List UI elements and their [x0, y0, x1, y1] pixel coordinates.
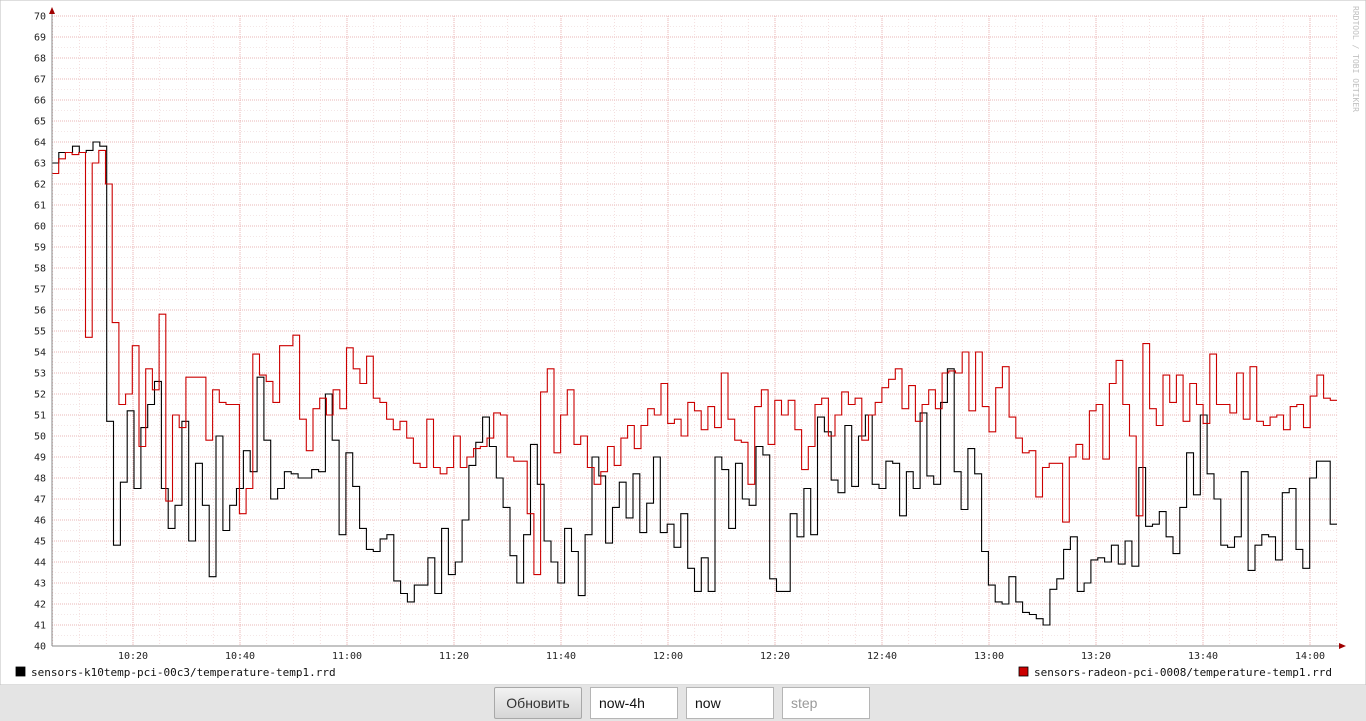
y-axis-arrow — [49, 7, 55, 14]
x-tick-label: 10:20 — [118, 651, 148, 662]
x-axis-arrow — [1339, 643, 1346, 649]
y-tick-label: 59 — [34, 243, 46, 254]
y-tick-label: 51 — [34, 411, 46, 422]
x-tick-label: 11:40 — [546, 651, 576, 662]
y-tick-label: 64 — [34, 138, 46, 149]
y-tick-label: 49 — [34, 453, 46, 464]
x-tick-label: 12:40 — [867, 651, 897, 662]
legend-label: sensors-radeon-pci-0008/temperature-temp… — [1034, 666, 1332, 679]
x-tick-label: 10:40 — [225, 651, 255, 662]
y-tick-label: 69 — [34, 33, 46, 44]
y-tick-label: 56 — [34, 306, 46, 317]
y-tick-label: 60 — [34, 222, 46, 233]
y-tick-label: 63 — [34, 159, 46, 170]
series-line-radeon — [52, 149, 1337, 576]
y-tick-label: 68 — [34, 54, 46, 65]
y-tick-label: 70 — [34, 12, 46, 23]
y-tick-label: 46 — [34, 516, 46, 527]
x-tick-label: 12:00 — [653, 651, 683, 662]
x-tick-label: 11:20 — [439, 651, 469, 662]
y-tick-label: 47 — [34, 495, 46, 506]
y-tick-label: 54 — [34, 348, 46, 359]
x-tick-label: 13:20 — [1081, 651, 1111, 662]
step-input[interactable] — [782, 687, 870, 719]
x-tick-label: 12:20 — [760, 651, 790, 662]
y-tick-label: 43 — [34, 579, 46, 590]
end-time-input[interactable] — [686, 687, 774, 719]
legend-swatch — [1018, 666, 1029, 677]
x-tick-label: 13:00 — [974, 651, 1004, 662]
y-tick-label: 62 — [34, 180, 46, 191]
graph-panel: 40 41 42 43 44 45 46 47 48 49 50 51 52 53 54 55 56 57 58 59… — [0, 0, 1366, 685]
temperature-chart: 40 41 42 43 44 45 46 47 48 49 50 51 52 53 54 55 56 57 58 59… — [0, 0, 1366, 685]
x-tick-label: 11:00 — [332, 651, 362, 662]
y-tick-label: 57 — [34, 285, 46, 296]
series-line-k10temp — [52, 141, 1337, 626]
y-tick-label: 53 — [34, 369, 46, 380]
refresh-button[interactable]: Обновить — [494, 687, 582, 719]
y-tick-label: 52 — [34, 390, 46, 401]
watermark-text: RRDTOOL / TOBI OETIKER — [1351, 6, 1360, 112]
y-tick-label: 42 — [34, 600, 46, 611]
legend-label: sensors-k10temp-pci-00c3/temperature-tem… — [31, 666, 336, 679]
x-tick-label: 14:00 — [1295, 651, 1325, 662]
y-tick-label: 40 — [34, 642, 46, 653]
controls-bar: Обновить — [0, 685, 1366, 721]
start-time-input[interactable] — [590, 687, 678, 719]
y-tick-label: 55 — [34, 327, 46, 338]
y-tick-label: 41 — [34, 621, 46, 632]
y-tick-label: 44 — [34, 558, 46, 569]
y-tick-label: 66 — [34, 96, 46, 107]
legend-swatch — [15, 666, 26, 677]
y-tick-label: 67 — [34, 75, 46, 86]
y-tick-label: 45 — [34, 537, 46, 548]
y-tick-label: 61 — [34, 201, 46, 212]
y-tick-label: 58 — [34, 264, 46, 275]
y-tick-label: 50 — [34, 432, 46, 443]
y-tick-label: 48 — [34, 474, 46, 485]
y-tick-label: 65 — [34, 117, 46, 128]
x-tick-label: 13:40 — [1188, 651, 1218, 662]
